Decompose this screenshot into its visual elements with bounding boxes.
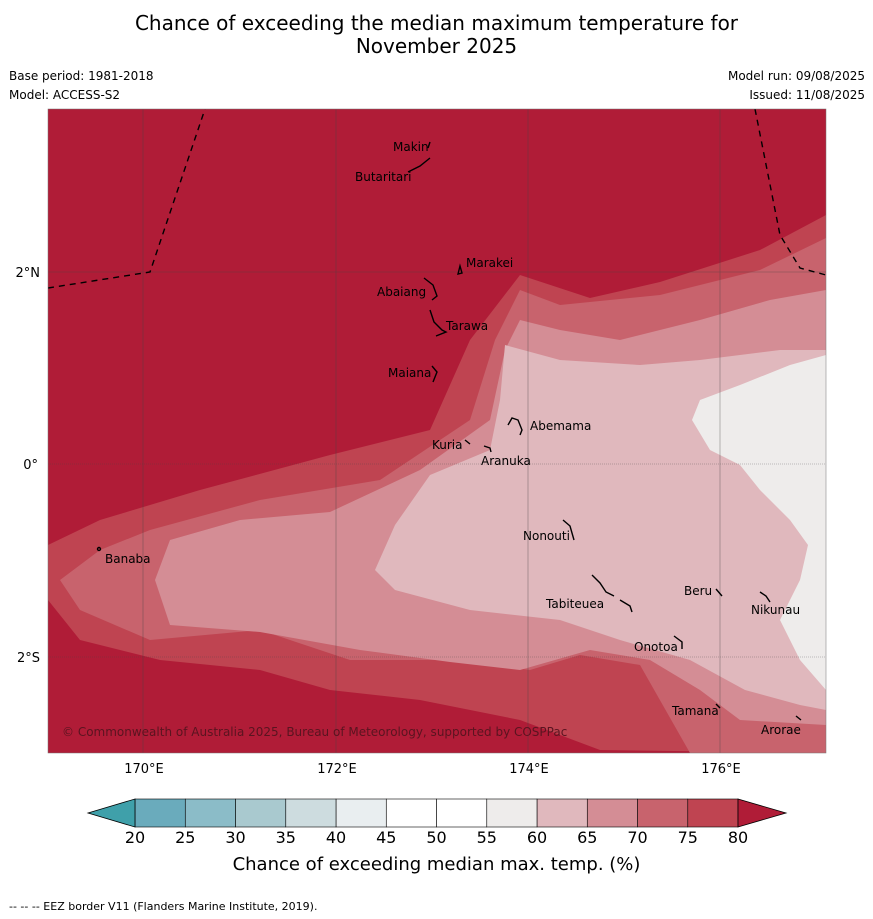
label-abaiang: Abaiang xyxy=(377,285,426,299)
lon-label-176: 176°E xyxy=(701,762,741,777)
graticule xyxy=(48,109,826,753)
island-nonouti xyxy=(562,519,575,541)
colorbar-under-arrow xyxy=(86,798,136,828)
label-makin: Makin xyxy=(393,140,429,154)
colorbar-segment xyxy=(184,798,236,828)
island-beru xyxy=(715,588,723,597)
colorbar-segment xyxy=(637,798,689,828)
colorbar-segment xyxy=(687,798,739,828)
colorbar-segment xyxy=(586,798,638,828)
island-tarawa xyxy=(429,309,448,337)
label-maiana: Maiana xyxy=(388,366,431,380)
colorbar-segment xyxy=(385,798,437,828)
island-maiana xyxy=(431,365,438,383)
colorbar-over-arrow xyxy=(737,798,788,828)
label-marakei: Marakei xyxy=(466,256,513,270)
colorbar-tick-label: 75 xyxy=(677,828,698,847)
colorbar-tick-label: 65 xyxy=(577,828,598,847)
base-period: Base period: 1981-2018 xyxy=(9,69,154,83)
colorbar-segment xyxy=(335,798,387,828)
meta-left: Base period: 1981-2018 Model: ACCESS-S2 xyxy=(9,69,154,107)
island-tabiteuea xyxy=(591,574,633,613)
label-aranuka: Aranuka xyxy=(481,454,531,468)
label-nikunau: Nikunau xyxy=(751,603,800,617)
colorbar xyxy=(86,798,788,828)
colorbar-tick-label: 40 xyxy=(325,828,347,847)
label-butaritari: Butaritari xyxy=(355,170,412,184)
colorbar-segment xyxy=(285,798,337,828)
label-arorae: Arorae xyxy=(761,723,801,737)
island-kuria xyxy=(464,439,471,445)
map-panel: Makin Butaritari Marakei Abaiang Tarawa … xyxy=(48,109,826,753)
colorbar-segment xyxy=(536,798,588,828)
lon-label-172: 172°E xyxy=(317,762,357,777)
lat-label-2s: 2°S xyxy=(17,651,40,666)
colorbar-tick-label: 25 xyxy=(175,828,196,847)
colorbar-title: Chance of exceeding median max. temp. (%… xyxy=(232,854,641,875)
colorbar-tick-label: 20 xyxy=(124,828,146,847)
label-tarawa: Tarawa xyxy=(445,319,488,333)
label-nonouti: Nonouti xyxy=(523,529,570,543)
model-name: Model: ACCESS-S2 xyxy=(9,88,121,102)
island-arorae xyxy=(795,715,802,721)
model-run: Model run: 09/08/2025 xyxy=(727,69,865,83)
island-abemama xyxy=(507,417,523,436)
eez-border xyxy=(48,109,826,289)
title-line-1: Chance of exceeding the median maximum t… xyxy=(134,11,739,35)
island-makin xyxy=(427,141,431,149)
island-tamana xyxy=(715,703,721,709)
island-shapes xyxy=(96,141,802,721)
lon-label-170: 170°E xyxy=(124,762,164,777)
copyright-notice: © Commonwealth of Australia 2025, Bureau… xyxy=(62,725,567,739)
colorbar-segment xyxy=(235,798,287,828)
island-butaritari xyxy=(407,157,431,173)
issued-date: Issued: 11/08/2025 xyxy=(749,88,865,102)
colorbar-segment xyxy=(134,798,186,828)
colorbar-segment xyxy=(436,798,488,828)
colorbar-tick-label: 45 xyxy=(376,828,397,847)
colorbar-tick-label: 60 xyxy=(526,828,548,847)
colorbar-tick-label: 50 xyxy=(426,828,447,847)
colorbar-tick-label: 55 xyxy=(476,828,497,847)
label-kuria: Kuria xyxy=(432,438,463,452)
island-banaba xyxy=(96,546,102,552)
lat-label-0: 0° xyxy=(23,458,38,473)
title-line-2: November 2025 xyxy=(355,34,518,58)
label-tabiteuea: Tabiteuea xyxy=(545,597,604,611)
label-onotoa: Onotoa xyxy=(634,640,678,654)
colorbar-tick-label: 70 xyxy=(627,828,648,847)
label-tamana: Tamana xyxy=(671,704,719,718)
island-onotoa xyxy=(673,635,683,649)
colorbar-tick-label: 80 xyxy=(727,828,749,847)
island-marakei xyxy=(457,263,463,275)
meta-right: Model run: 09/08/2025 Issued: 11/08/2025 xyxy=(728,69,865,107)
label-banaba: Banaba xyxy=(105,552,151,566)
colorbar-tick-label: 35 xyxy=(275,828,296,847)
island-nikunau xyxy=(759,591,771,603)
island-aranuka xyxy=(483,445,492,453)
label-abemama: Abemama xyxy=(530,419,591,433)
region-50-55 xyxy=(692,355,826,690)
label-beru: Beru xyxy=(684,584,712,598)
colorbar-segment xyxy=(486,798,538,828)
eez-note: -- -- -- EEZ border V11 (Flanders Marine… xyxy=(9,900,318,913)
lat-label-2n: 2°N xyxy=(16,266,41,281)
colorbar-tick-label: 30 xyxy=(225,828,246,847)
map-title: Chance of exceeding the median maximum t… xyxy=(0,12,873,58)
place-labels: Makin Butaritari Marakei Abaiang Tarawa … xyxy=(105,140,801,737)
island-abaiang xyxy=(423,277,438,301)
lon-label-174: 174°E xyxy=(509,762,549,777)
